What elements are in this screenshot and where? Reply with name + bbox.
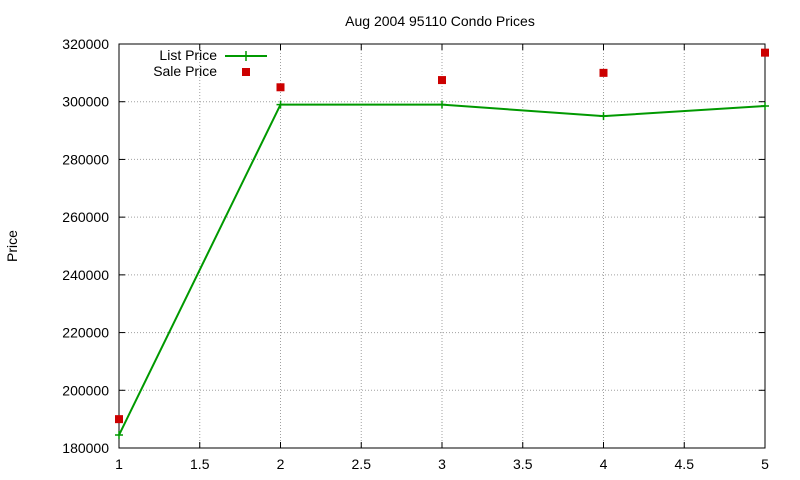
point-sale-price	[438, 76, 446, 85]
y-tick-label: 220000	[62, 325, 109, 341]
y-tick-label: 280000	[62, 151, 109, 167]
x-tick-label: 2.5	[352, 456, 372, 472]
x-tick-label: 4	[600, 456, 608, 472]
point-list-price	[438, 100, 446, 109]
y-axis-label: Price	[4, 230, 20, 262]
legend: List Price Sale Price	[153, 47, 267, 79]
chart-title: Aug 2004 95110 Condo Prices	[345, 13, 535, 29]
legend-label-sale-price: Sale Price	[153, 63, 217, 79]
x-tick-label: 1	[115, 456, 123, 472]
x-tick-label: 1.5	[190, 456, 210, 472]
y-tick-label: 240000	[62, 267, 109, 283]
series-layer	[115, 48, 769, 440]
y-tick-label: 300000	[62, 94, 109, 110]
point-sale-price	[761, 48, 769, 57]
point-sale-price	[115, 415, 123, 424]
legend-marker-sale-price	[242, 68, 250, 76]
grid-layer	[119, 44, 765, 448]
point-list-price	[599, 112, 608, 121]
legend-label-list-price: List Price	[159, 47, 217, 63]
y-tick-label: 260000	[62, 209, 109, 225]
y-tick-label: 200000	[62, 382, 109, 398]
tick-layer: 1 1.5 2 2.5 3 3.5 4 4.5 5 180000 200000 220000 24000…	[62, 36, 769, 472]
y-tick-label: 320000	[62, 36, 109, 52]
x-tick-label: 5	[761, 456, 769, 472]
x-tick-label: 4.5	[675, 456, 695, 472]
legend-marker-list-price	[241, 51, 251, 61]
y-tick-label: 180000	[62, 440, 109, 456]
point-sale-price	[599, 68, 608, 77]
point-list-price	[761, 102, 769, 111]
x-tick-label: 3	[438, 456, 446, 472]
point-list-price	[276, 100, 285, 109]
x-tick-label: 3.5	[513, 456, 533, 472]
point-sale-price	[276, 83, 285, 92]
x-tick-label: 2	[277, 456, 285, 472]
point-list-price	[115, 431, 123, 440]
